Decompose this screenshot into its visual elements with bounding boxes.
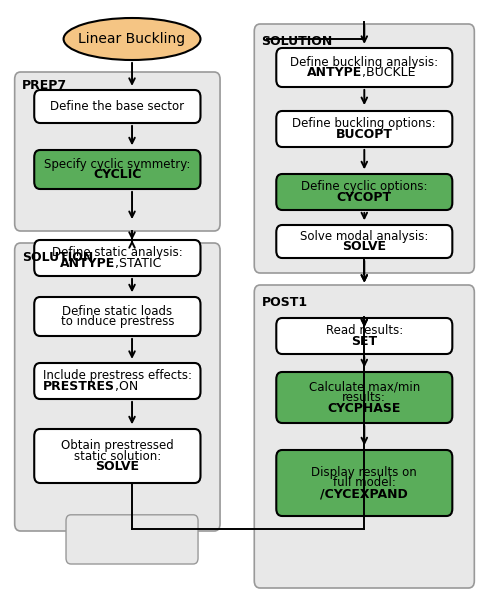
FancyBboxPatch shape — [254, 285, 473, 588]
Text: to induce prestress: to induce prestress — [61, 316, 174, 328]
Text: SOLUTION: SOLUTION — [261, 35, 332, 48]
Text: CYCLIC: CYCLIC — [93, 169, 141, 181]
Text: Define static loads: Define static loads — [62, 305, 172, 317]
FancyBboxPatch shape — [34, 150, 200, 189]
FancyBboxPatch shape — [276, 225, 451, 258]
Text: SOLVE: SOLVE — [95, 460, 139, 473]
Text: Include prestress effects:: Include prestress effects: — [43, 369, 191, 382]
Text: Define the base sector: Define the base sector — [50, 100, 184, 113]
Text: Define static analysis:: Define static analysis: — [52, 246, 183, 259]
FancyBboxPatch shape — [66, 515, 198, 564]
Text: ,ON: ,ON — [115, 380, 138, 393]
Text: ANTYPE,STATIC: ANTYPE,STATIC — [73, 257, 162, 270]
FancyBboxPatch shape — [34, 363, 200, 399]
Text: CYCOPT: CYCOPT — [336, 191, 391, 204]
FancyBboxPatch shape — [34, 90, 200, 123]
Text: Linear Buckling: Linear Buckling — [78, 32, 185, 46]
FancyBboxPatch shape — [276, 174, 451, 210]
Text: results:: results: — [342, 391, 386, 404]
Text: Define cyclic options:: Define cyclic options: — [301, 180, 427, 193]
FancyBboxPatch shape — [34, 240, 200, 276]
Text: ,STATIC: ,STATIC — [115, 257, 161, 270]
Ellipse shape — [63, 18, 200, 60]
FancyBboxPatch shape — [276, 48, 451, 87]
Text: Define buckling analysis:: Define buckling analysis: — [290, 56, 437, 68]
Text: Display results on: Display results on — [311, 466, 416, 479]
FancyBboxPatch shape — [15, 243, 220, 531]
Text: Obtain prestressed: Obtain prestressed — [61, 439, 173, 452]
FancyBboxPatch shape — [276, 111, 451, 147]
FancyBboxPatch shape — [276, 372, 451, 423]
Text: Specify cyclic symmetry:: Specify cyclic symmetry: — [44, 158, 190, 170]
Text: SOLVE: SOLVE — [342, 241, 386, 253]
Text: /CYCEXPAND: /CYCEXPAND — [320, 487, 407, 500]
FancyBboxPatch shape — [254, 24, 473, 273]
Text: Calculate max/min: Calculate max/min — [308, 380, 419, 393]
FancyBboxPatch shape — [15, 72, 220, 231]
Text: ANTYPE: ANTYPE — [306, 67, 361, 79]
Text: CYCPHASE: CYCPHASE — [327, 402, 400, 415]
Text: full model:: full model: — [332, 476, 395, 490]
FancyBboxPatch shape — [34, 429, 200, 483]
Text: ANTYPE: ANTYPE — [60, 257, 115, 270]
Text: ,BUCKLE: ,BUCKLE — [361, 67, 414, 79]
Text: POST1: POST1 — [261, 296, 307, 309]
Text: PREP7: PREP7 — [22, 79, 67, 92]
Text: Read results:: Read results: — [325, 324, 402, 337]
Text: SOLUTION: SOLUTION — [22, 251, 93, 264]
Text: BUCOPT: BUCOPT — [335, 128, 392, 141]
FancyBboxPatch shape — [276, 318, 451, 354]
FancyBboxPatch shape — [34, 297, 200, 336]
Text: Solve modal analysis:: Solve modal analysis: — [300, 230, 427, 242]
Text: Define buckling options:: Define buckling options: — [292, 117, 435, 130]
Text: PRESTRES: PRESTRES — [43, 380, 115, 393]
FancyBboxPatch shape — [276, 450, 451, 516]
Text: SET: SET — [350, 335, 377, 348]
Text: static solution:: static solution: — [74, 449, 161, 463]
